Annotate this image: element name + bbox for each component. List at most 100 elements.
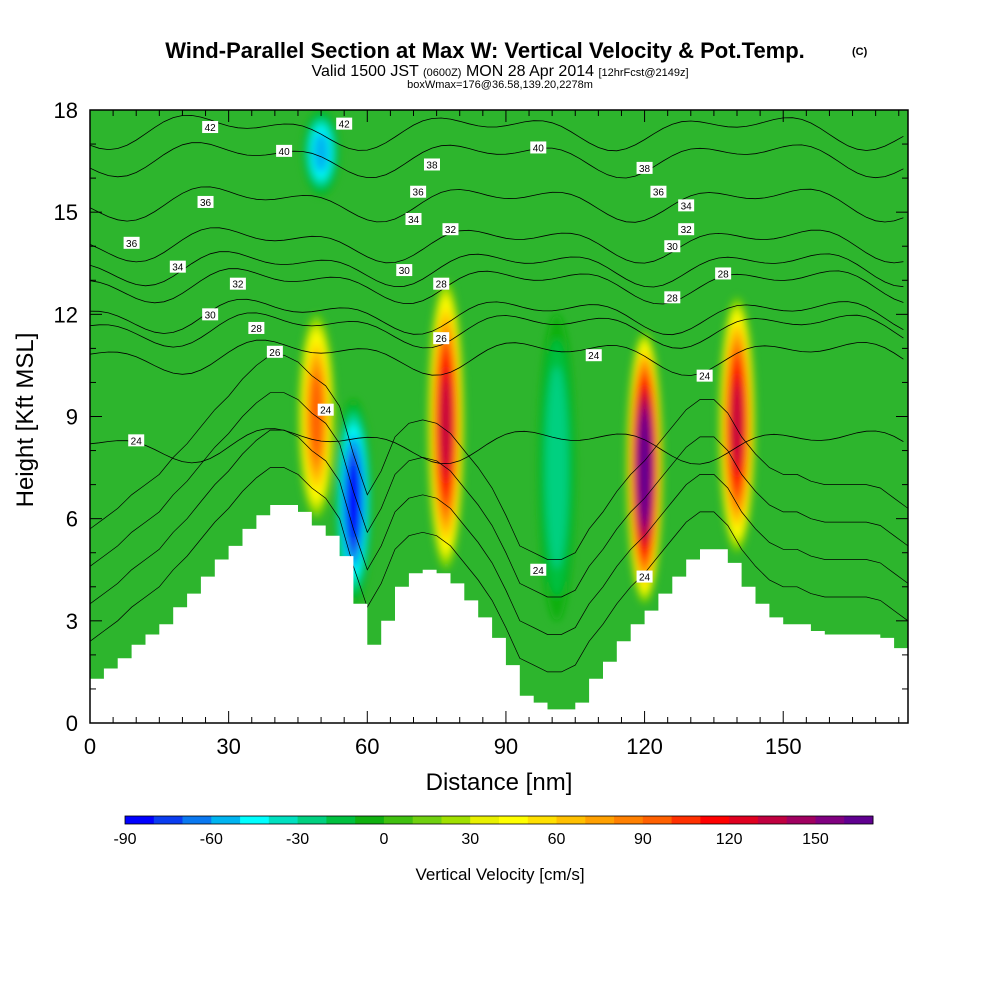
contour-label-bg-20 xyxy=(664,291,681,304)
chart-subtitle: Valid 1500 JST (0600Z) MON 28 Apr 2014 [… xyxy=(311,63,688,80)
colorbar-swatch-15 xyxy=(556,816,586,824)
theta-contours xyxy=(90,114,908,673)
colorbar-swatch-24 xyxy=(815,816,845,824)
contour-label-bg-10 xyxy=(678,199,695,212)
contour-label-1: 40 xyxy=(279,147,291,158)
y-axis-title: Height [Kft MSL] xyxy=(12,333,39,508)
contour-label-26: 24 xyxy=(699,372,711,383)
contour-label-19: 28 xyxy=(436,280,448,291)
contour-label-bg-8 xyxy=(650,185,667,198)
contour-label-bg-30 xyxy=(636,570,653,583)
contour-label-bg-16 xyxy=(396,264,413,277)
contour-label-30: 24 xyxy=(639,573,651,584)
colorbar-frame xyxy=(124,815,874,825)
theta-contour-38 xyxy=(90,186,904,223)
contour-label-bg-21 xyxy=(202,308,219,321)
contour-label-bg-12 xyxy=(678,223,695,236)
contour-label-bg-23 xyxy=(433,332,450,345)
contour-label-9: 34 xyxy=(408,215,420,226)
theta-contour-34 xyxy=(90,251,904,288)
colorbar-swatch-3 xyxy=(211,816,241,824)
colorbar-swatch-18 xyxy=(642,816,673,824)
contour-label-bg-14 xyxy=(664,240,681,253)
contour-label-16: 30 xyxy=(399,266,411,277)
theta-contour-lower-1 xyxy=(90,467,908,673)
contour-label-bg-3 xyxy=(423,158,440,171)
y-tick-label-0: 0 xyxy=(66,711,78,736)
colorbar-swatch-9 xyxy=(383,816,414,824)
contour-label-28: 24 xyxy=(131,436,143,447)
y-tick-label-9: 9 xyxy=(66,405,78,430)
contour-label-bg-9 xyxy=(405,212,422,225)
colorbar-swatch-7 xyxy=(326,816,356,824)
updraft-core-1-band-13 xyxy=(443,395,449,455)
colorbar-tick-label-2: -30 xyxy=(286,831,309,848)
contour-label-bg-26 xyxy=(696,369,713,382)
theta-contour-36 xyxy=(90,227,904,264)
colorbar-swatch-4 xyxy=(240,816,270,824)
contour-label-21: 30 xyxy=(205,310,217,321)
theta-contour-lower-4 xyxy=(90,354,908,560)
contour-label-23: 26 xyxy=(436,334,448,345)
updraft-core-2-band-18 xyxy=(642,444,647,491)
colorbar-swatch-23 xyxy=(786,816,816,824)
colorbar-swatch-20 xyxy=(700,816,730,824)
x-tick-label-60: 60 xyxy=(355,734,379,759)
colorbar-tick-label-8: 150 xyxy=(802,831,829,848)
valid-utc: (0600Z) xyxy=(423,67,462,79)
contour-label-bg-4 xyxy=(530,141,547,154)
contour-label-22: 28 xyxy=(251,324,263,335)
contour-label-bg-2 xyxy=(336,117,353,130)
colorbar-tick-label-5: 60 xyxy=(548,831,566,848)
contour-label-11: 32 xyxy=(445,225,457,236)
contour-label-bg-7 xyxy=(410,185,427,198)
contour-label-bg-27 xyxy=(317,403,334,416)
contour-label-8: 36 xyxy=(653,188,665,199)
contour-label-bg-15 xyxy=(169,260,186,273)
theta-contour-30 xyxy=(90,298,904,336)
theta-contour-28 xyxy=(90,312,904,349)
contour-label-bg-6 xyxy=(197,195,214,208)
contour-label-bg-19 xyxy=(433,277,450,290)
chart-title: Wind-Parallel Section at Max W: Vertical… xyxy=(165,38,805,63)
contour-label-bg-13 xyxy=(123,236,140,249)
contour-label-bg-18 xyxy=(229,277,246,290)
contour-labels: 42 40 42 38 40 38 36 36 36 34 34 32 32 36 30 34 30 28 32 28… xyxy=(123,117,732,584)
contour-label-bg-5 xyxy=(636,161,653,174)
downdraft-core-5-band-6 xyxy=(316,139,326,166)
contour-label-2: 42 xyxy=(339,120,351,131)
colorbar-swatch-5 xyxy=(268,816,299,824)
contour-label-5: 38 xyxy=(639,164,651,175)
contour-label-bg-0 xyxy=(202,121,219,134)
y-tick-label-12: 12 xyxy=(54,302,78,327)
colorbar-tick-label-0: -90 xyxy=(113,831,136,848)
colorbar-swatch-16 xyxy=(585,816,615,824)
colorbar-swatch-21 xyxy=(729,816,759,824)
contour-label-14: 30 xyxy=(667,242,679,253)
x-tick-label-30: 30 xyxy=(216,734,240,759)
contour-label-12: 32 xyxy=(681,225,693,236)
theta-contour-26 xyxy=(90,339,904,376)
x-tick-label-0: 0 xyxy=(84,734,96,759)
colorbar-tick-label-6: 90 xyxy=(634,831,652,848)
colorbar-tick-label-7: 120 xyxy=(716,831,743,848)
contour-label-bg-1 xyxy=(276,144,293,157)
colorbar-swatch-17 xyxy=(614,816,644,824)
colorbar-swatch-14 xyxy=(527,816,558,824)
theta-contour-24 xyxy=(90,428,904,465)
contour-label-4: 40 xyxy=(533,143,545,154)
y-tick-label-3: 3 xyxy=(66,609,78,634)
contour-label-bg-28 xyxy=(128,434,145,447)
terrain-mask xyxy=(90,505,908,723)
colorbar-swatch-22 xyxy=(757,816,788,824)
contour-label-bg-22 xyxy=(248,321,265,334)
contour-label-17: 28 xyxy=(718,269,730,280)
x-tick-label-150: 150 xyxy=(765,734,802,759)
y-tick-label-18: 18 xyxy=(54,98,78,123)
theta-contour-lower-2 xyxy=(90,429,908,635)
downdraft-core-4-band-9 xyxy=(349,475,358,528)
contour-label-6: 36 xyxy=(200,198,212,209)
valid-date: MON 28 Apr 2014 xyxy=(466,63,594,80)
contour-label-3: 38 xyxy=(426,160,438,171)
x-tick-label-90: 90 xyxy=(494,734,518,759)
